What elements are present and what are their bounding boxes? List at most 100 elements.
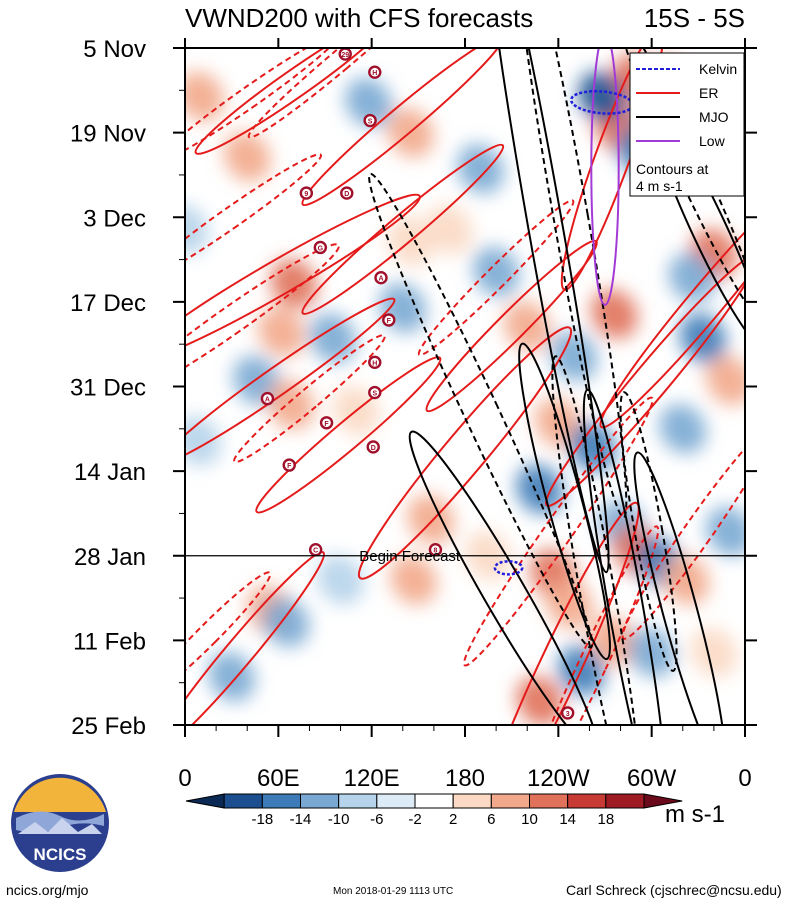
anomaly-blob [317,555,364,605]
storm-marker: D [366,440,380,454]
anomaly-blob [185,71,224,122]
legend-label: Low [699,133,726,149]
anomaly-blob [679,313,727,363]
contour-er-positive [599,175,745,429]
storm-label: 29 [341,52,349,59]
contour-mjo-positive [408,430,600,725]
storm-icon [260,391,275,406]
storm-label: A [265,397,270,404]
contour-er-negative [247,48,434,139]
anomaly-blob [662,555,710,605]
storm-marker: C [308,543,323,557]
contour-er-negative [233,334,386,464]
colorbar-label: 14 [559,811,576,828]
contour-er-positive [357,326,573,580]
colorbar-label: -6 [370,811,383,828]
storm-label: A [378,276,383,283]
chart-title: VWND200 with CFS forecasts [185,3,533,33]
contour-er-negative [185,48,341,161]
legend-note-line1: Contours at [636,161,708,177]
colorbar-label: 18 [597,811,614,828]
contour-low-positive [590,48,620,306]
x-tick-label: 180 [445,765,485,792]
contour-mjo-negative [514,48,628,519]
anomaly-blob [208,651,256,702]
storm-marker: S [368,385,382,400]
colorbar-label: -2 [408,811,421,828]
x-tick-label: 60E [257,765,300,792]
legend-label: ER [699,85,718,101]
contour-er-positive [476,501,640,725]
y-tick-label: 14 Jan [74,459,146,486]
storm-label: 8 [433,548,437,555]
contour-er-positive [544,253,745,507]
footer-author: Carl Schreck (cjschrec@ncsu.edu) [566,882,782,898]
contour-er-positive [301,48,505,207]
chart-region: 15S - 5S [644,3,745,33]
storm-icon [368,65,382,79]
storm-icon [282,458,296,472]
contour-er-positive [301,143,505,315]
contour-mjo-positive [582,388,668,725]
storm-icon [340,186,354,200]
colorbar-swatch [376,793,416,809]
x-tick-label: 0 [178,765,191,792]
anomaly-blob [516,464,564,515]
colorbar-swatch [452,793,492,809]
storm-label: S [368,119,373,126]
contour-er-negative [185,571,272,698]
logo-mountains [18,818,102,834]
anomaly-blob [267,379,315,430]
colorbar-swatch [261,793,302,809]
y-tick-label: 3 Dec [83,205,146,232]
storm-marker: F [282,458,296,472]
forecast-start: Begin Forecast [185,548,745,565]
contour-er-negative [417,199,575,356]
anomaly-blob [262,597,310,647]
x-axis: 0 60E 120E 180 120W 60W 0 [178,38,752,792]
storm-icon [382,313,396,327]
anomaly-blob [223,132,271,182]
storm-marker: D [340,186,354,200]
storm-icon [374,270,388,285]
legend-box [629,52,745,197]
anomaly-blob [407,494,455,545]
storm-label: D [344,191,349,198]
anomaly-blob [668,252,716,303]
contour-mjo-positive [482,48,610,574]
storm-label: D [371,445,376,452]
colorbar-swatch [223,793,263,809]
storm-label: C [313,548,318,555]
logo-text: NCICS [34,845,87,864]
legend-label: Kelvin [699,61,737,77]
colorbar-swatch [567,793,607,809]
footer-site[interactable]: ncics.org/mjo [6,882,89,898]
anomaly-blob [457,144,504,194]
storm-label: H [372,70,377,77]
contour-er-positive [194,48,394,155]
colorbar-label: -18 [251,811,273,828]
storm-marker: G [313,240,328,255]
storm-marker: H [368,65,382,79]
storm-label: F [387,318,392,325]
colorbar-swatch [414,793,454,809]
colorbar: -18 -14 -10 -6 -2 2 6 10 14 18 [185,793,683,828]
x-tick-label: 0 [738,765,751,792]
anomaly-blob [690,627,738,678]
contour-mjo-negative [368,172,593,649]
contour-er-positive [255,356,442,514]
contour-er-negative [185,243,340,397]
storm-label: S [372,391,377,398]
storm-marker: A [260,391,275,406]
storm-icon [366,440,380,454]
storm-label: 9 [304,191,308,198]
y-tick-label: 25 Feb [71,713,146,740]
colorbar-swatch [300,793,340,809]
storm-icon [363,113,377,128]
contour-er-positive [185,193,421,362]
colorbar-label: -10 [328,811,350,828]
storm-icon [368,355,382,370]
contour-kelvin-positive [493,560,524,576]
forecast-label: Begin Forecast [359,548,461,565]
colorbar-swatch [338,793,378,809]
